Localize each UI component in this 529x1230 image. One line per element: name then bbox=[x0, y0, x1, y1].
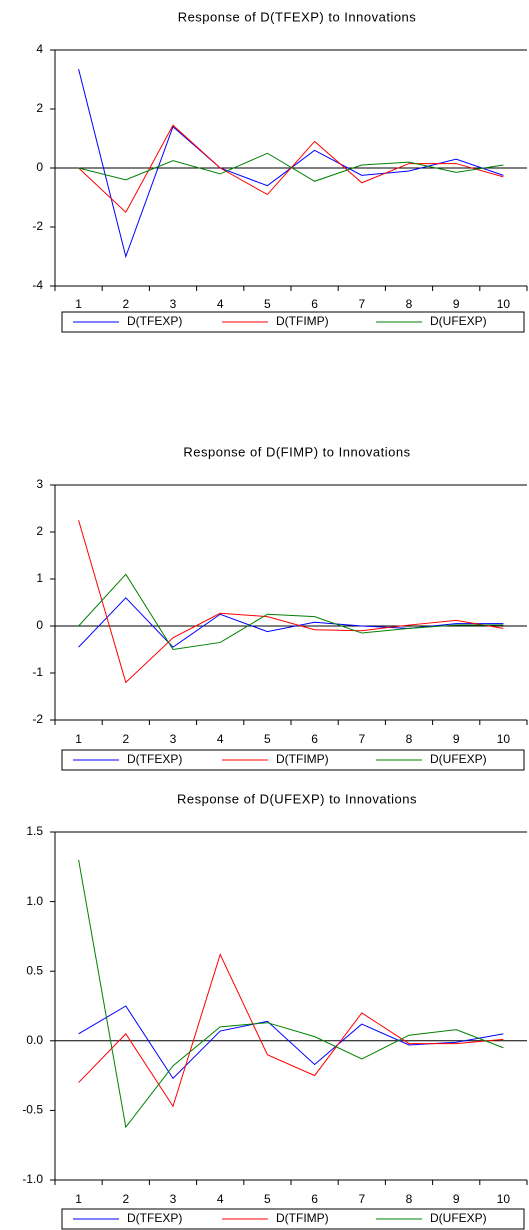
series-line bbox=[78, 520, 504, 684]
legend-box bbox=[61, 1208, 525, 1230]
y-tick-label: 1.5 bbox=[26, 824, 43, 838]
series-line bbox=[78, 859, 504, 1129]
x-tick-label: 6 bbox=[311, 297, 318, 311]
x-tick-label: 1 bbox=[75, 732, 82, 746]
y-tick-label: -0.5 bbox=[22, 1103, 43, 1117]
legend-label: D(TFEXP) bbox=[127, 1211, 182, 1225]
y-tick-label: 0 bbox=[36, 618, 43, 632]
legend-box bbox=[61, 749, 525, 771]
x-tick-label: 5 bbox=[264, 732, 271, 746]
x-tick-label: 8 bbox=[406, 1192, 413, 1206]
x-tick-label: 4 bbox=[217, 297, 224, 311]
series-line bbox=[78, 953, 504, 1108]
y-tick-label: 4 bbox=[36, 42, 43, 56]
x-tick-label: 8 bbox=[406, 297, 413, 311]
series-line bbox=[78, 597, 504, 648]
y-tick-label: 3 bbox=[36, 477, 43, 491]
legend-box bbox=[61, 311, 525, 333]
x-tick-label: 9 bbox=[453, 732, 460, 746]
y-tick-label: 0 bbox=[36, 160, 43, 174]
x-tick-label: 1 bbox=[75, 297, 82, 311]
legend-label: D(UFEXP) bbox=[430, 752, 487, 766]
y-tick-label: 0.0 bbox=[26, 1033, 43, 1047]
series-line bbox=[78, 124, 504, 214]
x-tick-label: 6 bbox=[311, 732, 318, 746]
x-tick-label: 9 bbox=[453, 1192, 460, 1206]
legend-label: D(UFEXP) bbox=[430, 314, 487, 328]
x-tick-label: 10 bbox=[497, 732, 511, 746]
x-tick-label: 2 bbox=[122, 732, 129, 746]
series-line bbox=[78, 152, 504, 182]
x-tick-label: 10 bbox=[497, 297, 511, 311]
y-tick-label: -4 bbox=[32, 278, 43, 292]
x-tick-label: 3 bbox=[170, 297, 177, 311]
y-tick-label: -1.0 bbox=[22, 1172, 43, 1186]
chart-title: Response of D(UFEXP) to Innovations bbox=[177, 791, 417, 806]
legend-label: D(TFIMP) bbox=[276, 1211, 329, 1225]
x-tick-label: 2 bbox=[122, 297, 129, 311]
legend-label: D(UFEXP) bbox=[430, 1211, 487, 1225]
x-tick-label: 7 bbox=[358, 297, 365, 311]
y-tick-label: -2 bbox=[32, 712, 43, 726]
x-tick-label: 5 bbox=[264, 1192, 271, 1206]
chart-title: Response of D(FIMP) to Innovations bbox=[183, 444, 410, 459]
y-tick-label: 2 bbox=[36, 101, 43, 115]
x-tick-label: 7 bbox=[358, 1192, 365, 1206]
x-tick-label: 8 bbox=[406, 732, 413, 746]
y-tick-label: 0.5 bbox=[26, 963, 43, 977]
y-tick-label: 1.0 bbox=[26, 894, 43, 908]
y-tick-label: 2 bbox=[36, 524, 43, 538]
x-tick-label: 1 bbox=[75, 1192, 82, 1206]
legend-label: D(TFEXP) bbox=[127, 752, 182, 766]
x-tick-label: 9 bbox=[453, 297, 460, 311]
legend-label: D(TFIMP) bbox=[276, 314, 329, 328]
series-line bbox=[78, 573, 504, 651]
y-tick-label: 1 bbox=[36, 571, 43, 585]
x-tick-label: 10 bbox=[497, 1192, 511, 1206]
x-tick-label: 2 bbox=[122, 1192, 129, 1206]
y-tick-label: -1 bbox=[32, 665, 43, 679]
x-tick-label: 7 bbox=[358, 732, 365, 746]
y-tick-label: -2 bbox=[32, 219, 43, 233]
series-line bbox=[78, 69, 504, 259]
x-tick-label: 3 bbox=[170, 1192, 177, 1206]
legend-label: D(TFEXP) bbox=[127, 314, 182, 328]
legend-label: D(TFIMP) bbox=[276, 752, 329, 766]
series-line bbox=[78, 1005, 504, 1080]
x-tick-label: 6 bbox=[311, 1192, 318, 1206]
x-tick-label: 3 bbox=[170, 732, 177, 746]
x-tick-label: 5 bbox=[264, 297, 271, 311]
x-tick-label: 4 bbox=[217, 732, 224, 746]
x-tick-label: 4 bbox=[217, 1192, 224, 1206]
chart-title: Response of D(TFEXP) to Innovations bbox=[178, 9, 417, 24]
